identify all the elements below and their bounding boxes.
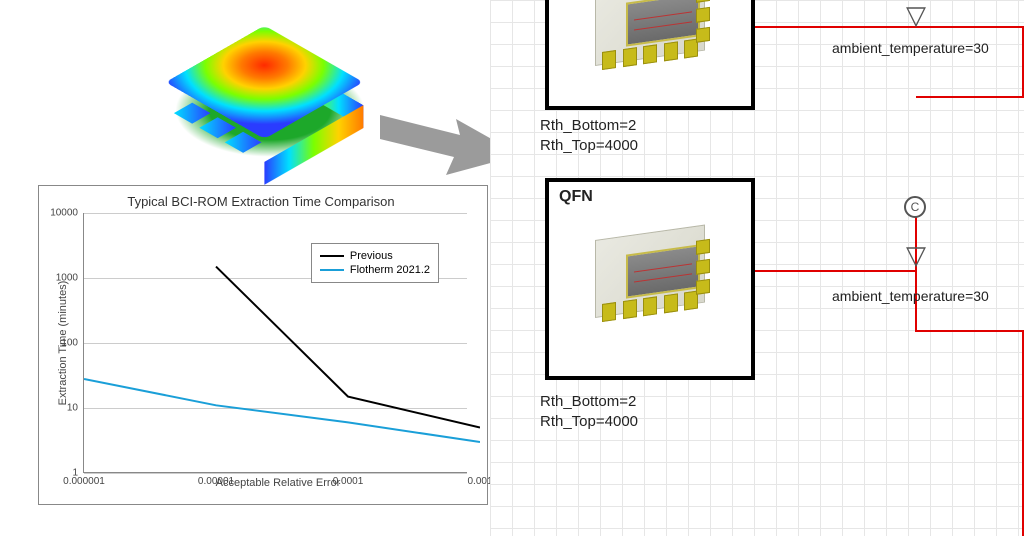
extraction-time-chart: Typical BCI-ROM Extraction Time Comparis… — [38, 185, 488, 505]
wire — [755, 26, 1024, 28]
ytick-label: 100 — [61, 338, 78, 349]
legend-item: Previous — [320, 250, 430, 262]
qfn-top-params: Rth_Bottom=2 Rth_Top=4000 — [540, 116, 638, 155]
series-previous — [216, 267, 480, 428]
thermal-heatmap-render — [150, 10, 390, 180]
qfn-3d-model — [577, 0, 727, 91]
rth-top-label: Rth_Top= — [540, 137, 605, 154]
schematic-canvas: Rth_Bottom=2 Rth_Top=4000 QFN Rth_Bottom… — [490, 0, 1024, 536]
xtick-label: 0.0001 — [333, 476, 364, 487]
qfn-3d-model — [577, 211, 727, 342]
qfn-block-top[interactable] — [545, 0, 755, 110]
chart-title: Typical BCI-ROM Extraction Time Comparis… — [49, 194, 473, 209]
rth-bottom-label: Rth_Bottom= — [540, 393, 628, 410]
ambient-node-top[interactable]: ▽ — [906, 0, 926, 31]
qfn-block-bottom[interactable]: QFN — [545, 178, 755, 380]
chart-plot-area: Extraction Time (minutes) 11010010001000… — [83, 213, 467, 473]
component-c-label: C — [911, 200, 920, 214]
xtick-label: 0.00001 — [198, 476, 234, 487]
xtick-label: 0.001 — [467, 476, 492, 487]
chart-xlabel: Acceptable Relative Error — [83, 477, 473, 489]
component-c[interactable]: C — [904, 196, 926, 218]
ambient-label-bottom: ambient_temperature=30 — [832, 288, 989, 304]
qfn-block-label: QFN — [559, 188, 593, 206]
wire — [916, 96, 1024, 98]
series-flotherm-2021.2 — [84, 379, 480, 442]
wire — [915, 330, 1024, 332]
wire — [755, 270, 915, 272]
xtick-label: 0.000001 — [63, 476, 105, 487]
ytick-label: 10 — [67, 403, 78, 414]
ytick-label: 1000 — [56, 273, 78, 284]
ground-down-icon: ▽ — [906, 240, 926, 271]
qfn-bottom-params: Rth_Bottom=2 Rth_Top=4000 — [540, 392, 638, 431]
chart-legend: Previous Flotherm 2021.2 — [311, 243, 439, 283]
ambient-label-top: ambient_temperature=30 — [832, 40, 989, 56]
ground-down-icon: ▽ — [906, 0, 926, 31]
ytick-label: 10000 — [50, 208, 78, 219]
rth-bottom-label: Rth_Bottom= — [540, 117, 628, 134]
rth-top-label: Rth_Top= — [540, 413, 605, 430]
legend-item: Flotherm 2021.2 — [320, 264, 430, 276]
ambient-node-bottom[interactable]: ▽ — [906, 240, 926, 271]
